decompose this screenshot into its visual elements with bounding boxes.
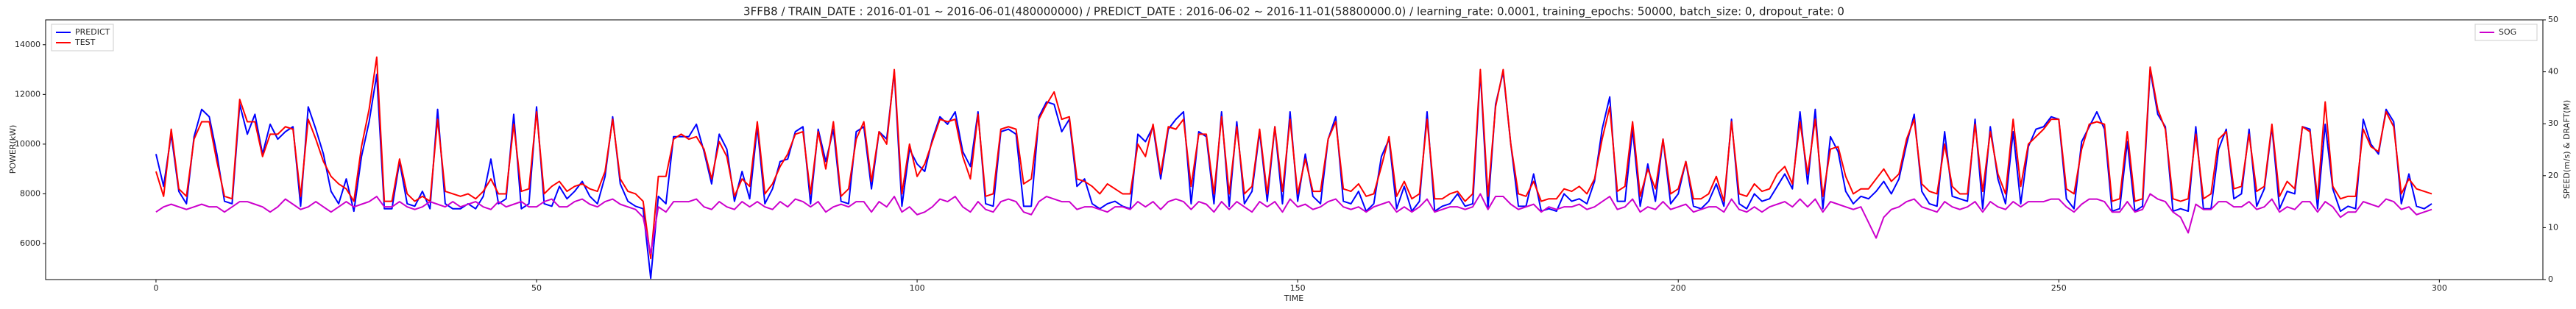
- x-tick-label: 50: [531, 283, 542, 293]
- y-tick-label: 6000: [20, 238, 40, 248]
- y2-tick-label: 20: [2548, 171, 2558, 180]
- series-line: [155, 193, 2432, 255]
- y-tick-label: 12000: [15, 89, 40, 99]
- y2-tick-label: 40: [2548, 67, 2558, 77]
- chart-title: 3FFB8 / TRAIN_DATE : 2016-01-01 ~ 2016-0…: [743, 5, 1844, 19]
- y2-tick-label: 0: [2548, 274, 2553, 284]
- y-tick-label: 10000: [15, 139, 40, 149]
- x-tick-label: 0: [153, 283, 158, 293]
- y-axis-label: POWER(kW): [8, 125, 18, 174]
- x-tick-label: 300: [2432, 283, 2447, 293]
- x-tick-label: 250: [2051, 283, 2067, 293]
- legend-label: TEST: [74, 38, 96, 47]
- legend-box: [51, 24, 114, 52]
- legend-label: SOG: [2499, 27, 2516, 37]
- y2-tick-label: 30: [2548, 118, 2558, 128]
- legend-label: PREDICT: [75, 27, 110, 37]
- y-tick-label: 14000: [15, 40, 40, 49]
- plot-frame: [45, 19, 2544, 280]
- y2-axis-label: SPEED(m/s) & DRAFT(M): [2562, 100, 2572, 199]
- series-line: [155, 56, 2432, 260]
- x-tick-label: 100: [910, 283, 925, 293]
- series-line: [155, 68, 2432, 280]
- legend-box: [2474, 24, 2538, 41]
- x-tick-label: 150: [1290, 283, 1306, 293]
- y2-tick-label: 50: [2548, 15, 2558, 24]
- y2-tick-label: 10: [2548, 222, 2558, 232]
- x-tick-label: 200: [1671, 283, 1686, 293]
- x-axis-label: TIME: [1284, 294, 1303, 303]
- y-tick-label: 8000: [20, 188, 40, 198]
